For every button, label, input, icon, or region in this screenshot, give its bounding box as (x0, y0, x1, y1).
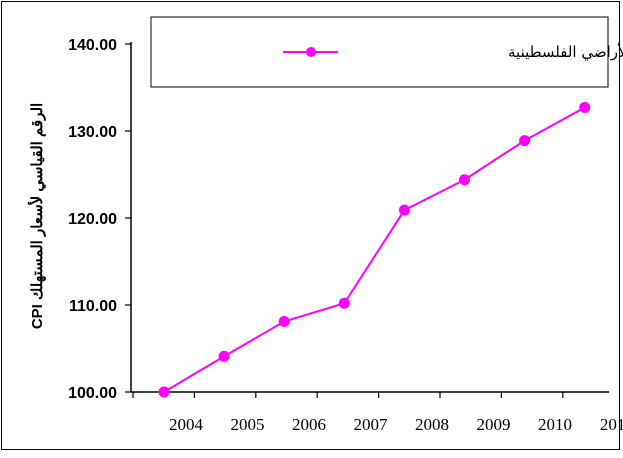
legend-marker (306, 47, 316, 57)
x-tick-label: 2006 (292, 415, 326, 434)
y-tick-label: 110.00 (69, 298, 117, 315)
data-point (338, 297, 350, 309)
x-tick-label: 2009 (477, 415, 511, 434)
y-axis-title: الرقم القياسي لأسعار المستهلك CPI (27, 103, 47, 329)
data-point (278, 316, 290, 328)
data-point (519, 135, 531, 147)
data-point (398, 204, 410, 216)
legend-label: الأراضي الفلسطينية (508, 42, 623, 62)
x-tick-labels: 2004 2005 2006 2007 2008 2009 2010 2011 (169, 415, 623, 434)
x-tick-label: 2011 (600, 415, 623, 434)
series-line (163, 106, 586, 393)
y-tick-label: 120.00 (68, 211, 117, 228)
y-tick-label: 140.00 (68, 37, 117, 54)
x-tick-label: 2004 (169, 415, 204, 434)
x-tick-label: 2007 (354, 415, 389, 434)
data-point (459, 174, 470, 186)
y-tick-label: 100.00 (68, 385, 117, 402)
legend-box (150, 16, 609, 88)
legend: الأراضي الفلسطينية (150, 16, 623, 88)
x-tick-label: 2010 (538, 415, 572, 434)
x-tick-label: 2005 (231, 415, 265, 434)
y-axis-label: الرقم القياسي لأسعار المستهلك CPI (27, 103, 47, 329)
data-point (158, 386, 170, 398)
axes (125, 42, 609, 398)
y-tick-labels: 100.00 110.00 120.00 130.00 140.00 (68, 37, 117, 402)
y-tick-label: 130.00 (68, 124, 117, 141)
series (158, 102, 591, 398)
data-point (579, 102, 591, 114)
x-tick-label: 2008 (415, 415, 449, 434)
data-point (218, 350, 230, 362)
